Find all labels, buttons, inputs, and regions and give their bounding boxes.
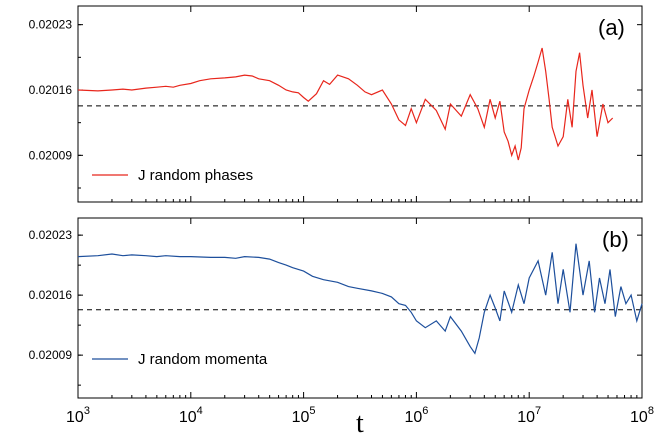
panel-a-series-line bbox=[77, 47, 614, 161]
panel-b-series-line bbox=[77, 243, 643, 355]
x-tick-exponent: 8 bbox=[648, 405, 654, 417]
x-tick-label: 106 bbox=[404, 405, 428, 426]
panel-a-y-tick-label: 0.02009 bbox=[29, 148, 73, 162]
x-tick-label: 104 bbox=[179, 405, 203, 426]
x-tick-label: 108 bbox=[630, 405, 654, 426]
panel-a-y-tick-label: 0.02016 bbox=[29, 83, 73, 97]
panel-b-y-tick-label: 0.02009 bbox=[29, 348, 73, 362]
panel-a-frame bbox=[77, 5, 643, 203]
panel-a: 0.02023 0.02016 0.02009 (a) J random phase… bbox=[29, 5, 643, 203]
panel-a-legend: J random phases bbox=[92, 167, 253, 184]
x-tick-exponent: 4 bbox=[197, 405, 203, 417]
panel-b-label: (b) bbox=[602, 227, 629, 252]
x-tick-label: 107 bbox=[517, 405, 541, 426]
x-tick-exponent: 6 bbox=[422, 405, 428, 417]
x-tick-exponent: 5 bbox=[309, 405, 315, 417]
x-tick-exponent: 3 bbox=[84, 405, 90, 417]
panel-b-frame bbox=[77, 217, 643, 399]
panel-a-y-tick-label: 0.02023 bbox=[29, 18, 73, 32]
x-tick-label: 103 bbox=[66, 405, 90, 426]
x-tick-label: 105 bbox=[292, 405, 316, 426]
panel-b: 0.02023 0.02016 0.02009 103 104 105 106 107 108… bbox=[29, 217, 654, 438]
x-tick-exponent: 7 bbox=[535, 405, 541, 417]
panel-b-y-tick-label: 0.02016 bbox=[29, 288, 73, 302]
panel-a-legend-label: J random phases bbox=[138, 167, 253, 184]
panel-a-label: (a) bbox=[598, 15, 625, 40]
panel-b-y-tick-label: 0.02023 bbox=[29, 228, 73, 242]
x-axis-title: t bbox=[356, 408, 364, 438]
panel-b-legend-label: J random momenta bbox=[138, 351, 268, 368]
panel-b-legend: J random momenta bbox=[92, 351, 268, 368]
